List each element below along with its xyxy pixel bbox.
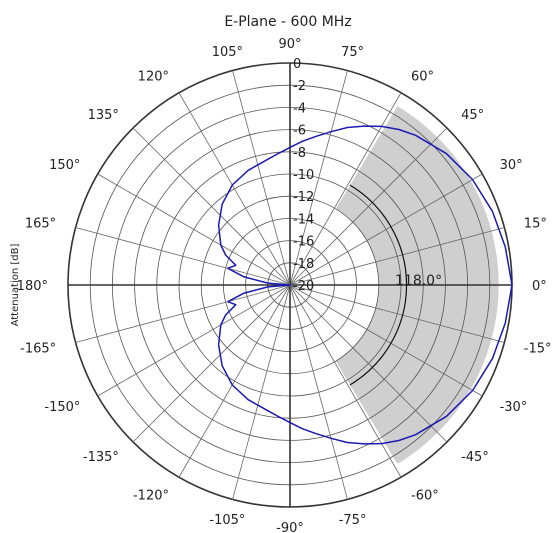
angle-tick-label: -165° [20,342,56,357]
angle-tick-label: -105° [209,513,245,528]
grid-spoke [289,127,448,286]
grid-spoke [132,127,291,286]
grid-spoke [289,227,505,286]
pattern-series-layer [217,125,513,445]
grid-spoke [75,227,291,286]
grid-spoke [289,284,483,397]
radial-tick-label: -10 [293,168,314,183]
radial-tick-label: -20 [293,279,314,294]
grid-spoke [232,284,291,500]
angle-tick-label: -30° [500,400,528,415]
angle-tick-label: 60° [411,69,434,84]
grid-spoke [289,284,448,443]
polar-grid [67,62,513,508]
radial-tick-label: 0 [293,57,301,72]
y-axis-label: Attenuation [dB] [10,244,21,327]
angle-tick-label: 75° [341,45,364,60]
radial-tick-label: -8 [293,146,306,161]
grid-spoke [178,92,291,286]
angle-tick-label: 30° [500,158,523,173]
angle-tick-label: -75° [339,513,367,528]
angle-tick-label: -60° [411,489,439,504]
grid-spoke [178,284,291,478]
grid-spoke [232,70,291,286]
beamwidth-label: 118.0° [395,273,442,289]
grid-spoke [289,92,402,286]
radial-tick-label: -18 [293,257,314,272]
grid-spoke [289,173,483,286]
angle-tick-labels: 0° 15° 30° 45° 60° 75° 90° 105° 120° 135° 150° 165°… [17,37,552,533]
radial-tick-label: -16 [293,235,314,250]
radial-tick-label: -14 [293,212,314,227]
radial-tick-label: -4 [293,101,306,116]
angle-tick-label: 180° [17,279,48,294]
grid-spoke [289,284,505,343]
grid-spoke [97,173,291,286]
grid-spoke [75,284,291,343]
chart-title: E-Plane - 600 MHz [224,14,351,30]
grid-spoke [289,284,348,500]
radial-tick-labels: 0 -2 -4 -6 -8 -10 -12 -14 -16 -18 -20 [293,57,314,294]
angle-tick-label: 105° [212,45,243,60]
angle-tick-label: -135° [83,450,119,465]
beamwidth-label-layer: 118.0° [395,273,442,289]
angle-tick-label: 45° [461,108,484,123]
beamwidth-arc-layer [349,184,408,386]
angle-tick-label: 165° [25,216,56,231]
radial-tick-label: -6 [293,124,306,139]
angle-tick-label: -45° [461,450,489,465]
angle-tick-label: -15° [524,342,552,357]
angle-tick-label: -90° [276,521,304,533]
angle-tick-label: 0° [532,279,547,294]
angle-tick-label: -150° [44,400,80,415]
beamwidth-arc [349,184,408,386]
angle-tick-label: 120° [138,69,169,84]
angle-tick-label: -120° [133,489,169,504]
angle-tick-label: 15° [524,216,547,231]
grid-spoke [132,284,291,443]
angle-tick-label: 90° [278,37,301,52]
grid-spoke [289,284,402,478]
pattern-line [217,125,513,445]
grid-spoke [289,70,348,286]
grid-spoke [97,284,291,397]
angle-tick-label: 135° [88,108,119,123]
radial-tick-label: -12 [293,190,314,205]
radial-tick-label: -2 [293,79,306,94]
angle-tick-label: 150° [49,158,80,173]
